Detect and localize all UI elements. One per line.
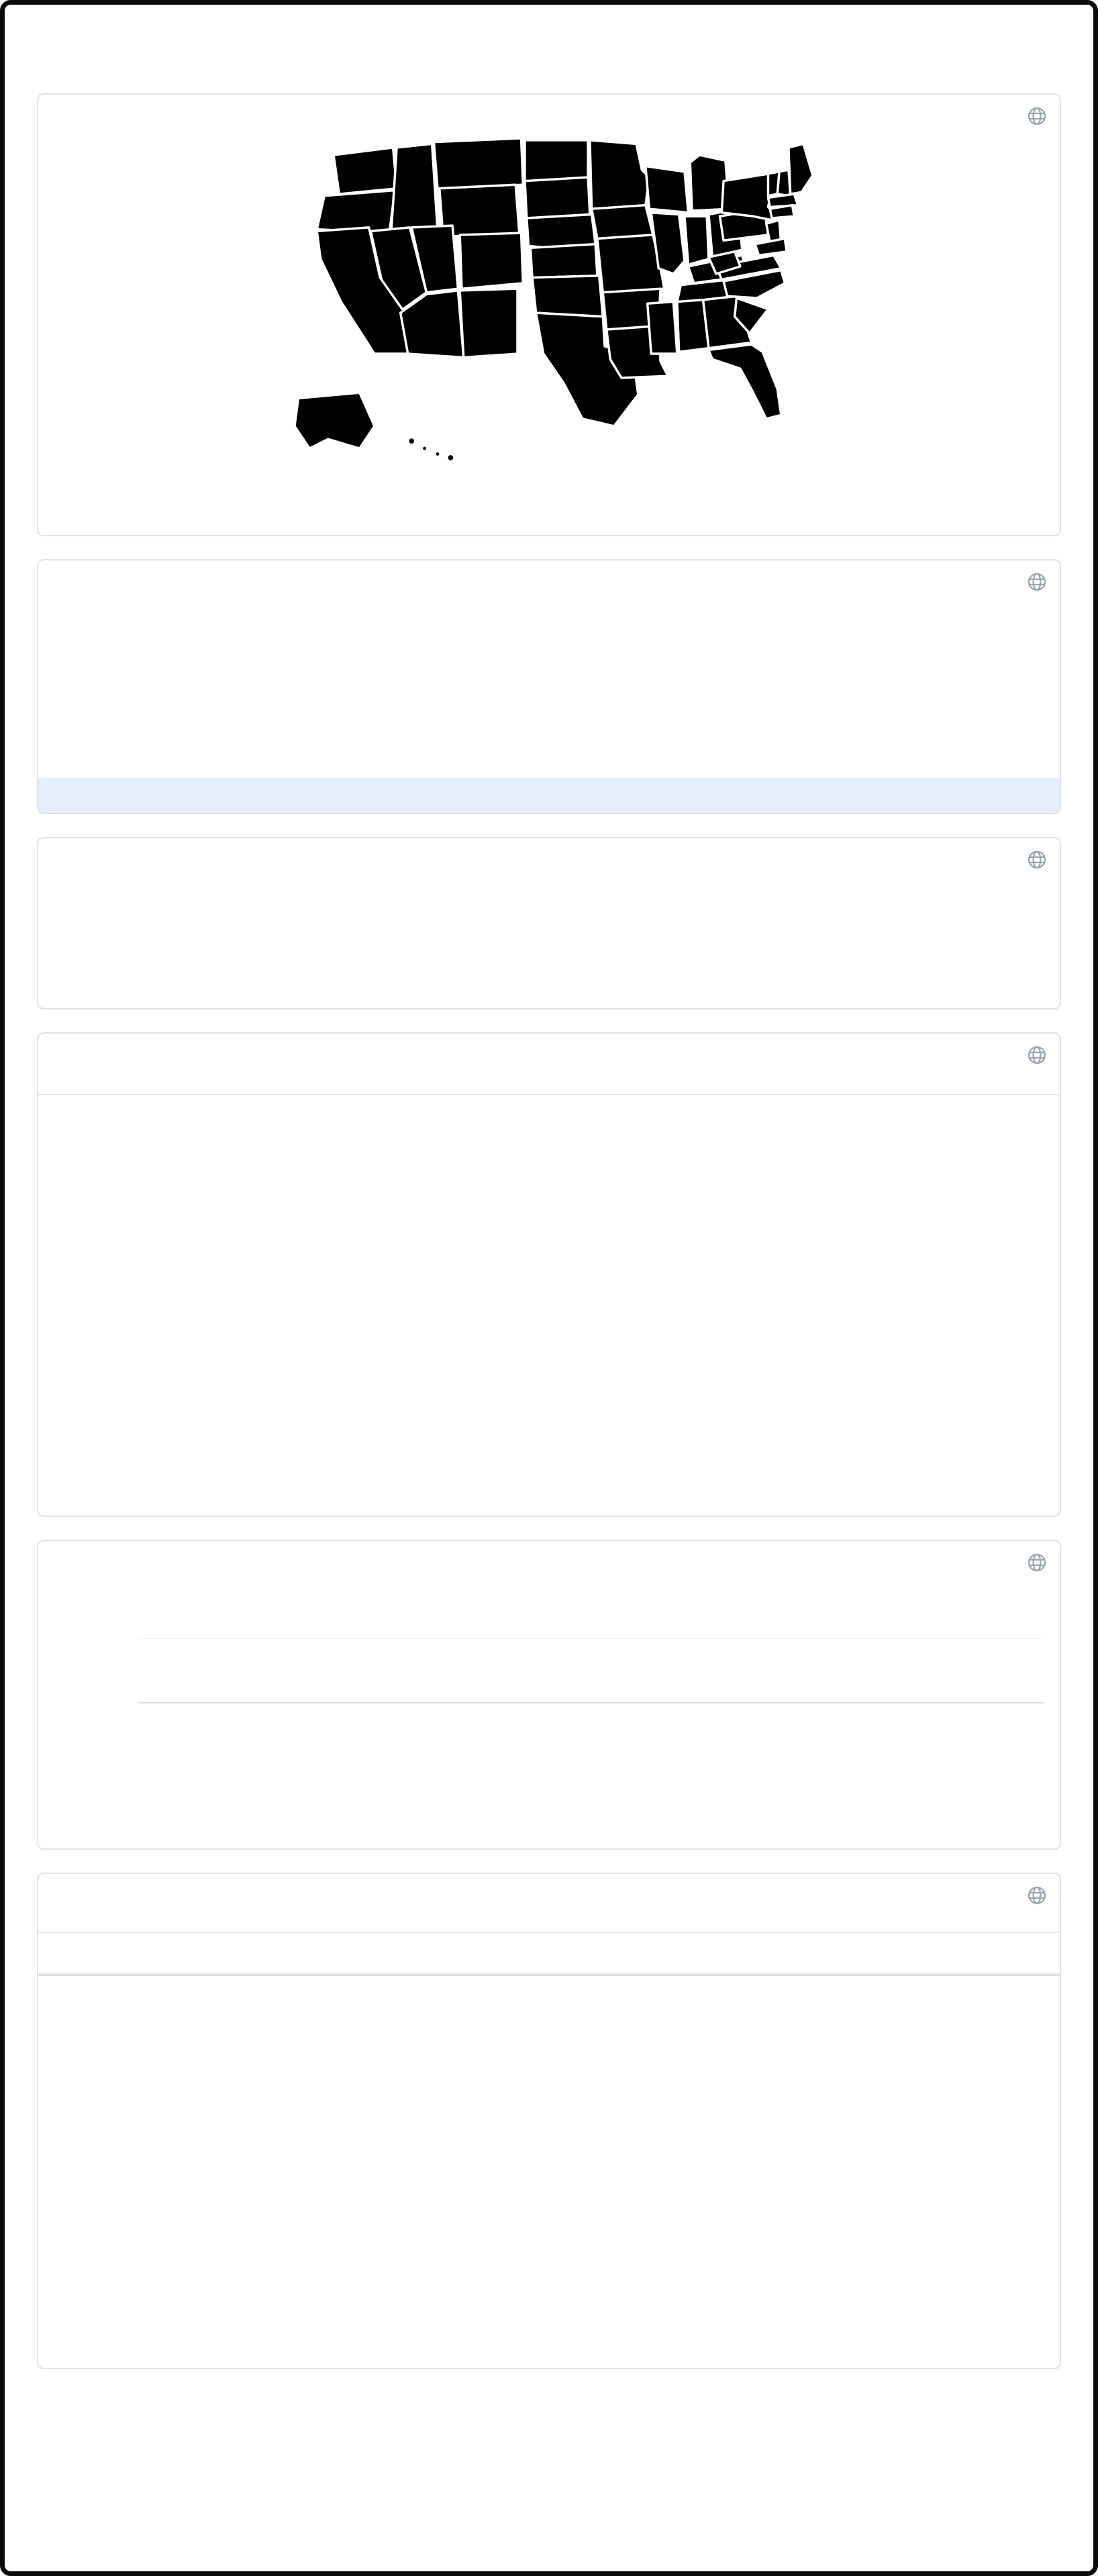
tile-title	[38, 1874, 1060, 1891]
globe-icon[interactable]	[1026, 849, 1048, 871]
category-header-row	[38, 1903, 1060, 1932]
x-axis-ticks	[139, 1703, 1044, 1728]
stacked-bar-chart	[139, 1589, 1044, 1728]
us-choropleth-map	[38, 121, 1060, 475]
pivot-table	[38, 1903, 1060, 2008]
globe-icon[interactable]	[1026, 1044, 1048, 1066]
sales-by-state-category-tile	[37, 1873, 1061, 2369]
globe-icon[interactable]	[1026, 105, 1048, 127]
users-acquired-tile	[37, 1540, 1061, 1850]
users-by-state-tile	[37, 93, 1061, 536]
column-header-row	[38, 1932, 1060, 1975]
globe-icon[interactable]	[1026, 1885, 1048, 1906]
pivot-corner-cell	[38, 1903, 252, 1932]
order-items-comparison	[38, 868, 1060, 890]
year-progress-text	[38, 778, 1060, 813]
year-progress-bar	[38, 778, 1060, 813]
totals-row	[38, 1975, 1060, 2008]
table-header-row	[38, 1066, 1060, 1095]
tile-title	[38, 1541, 1060, 1558]
plot-area	[139, 1589, 1044, 1703]
orders-by-month-tile	[37, 1032, 1061, 1517]
tile-title	[38, 95, 1060, 112]
globe-icon[interactable]	[1026, 571, 1048, 593]
gridline-250	[139, 1638, 1044, 1639]
bars-container	[139, 1589, 1044, 1702]
order-items-tile	[37, 837, 1061, 1009]
orders-by-month-table	[38, 1066, 1060, 1095]
orders-this-month-tile	[37, 559, 1061, 814]
globe-icon[interactable]	[1026, 1552, 1048, 1573]
tile-title	[38, 1034, 1060, 1051]
